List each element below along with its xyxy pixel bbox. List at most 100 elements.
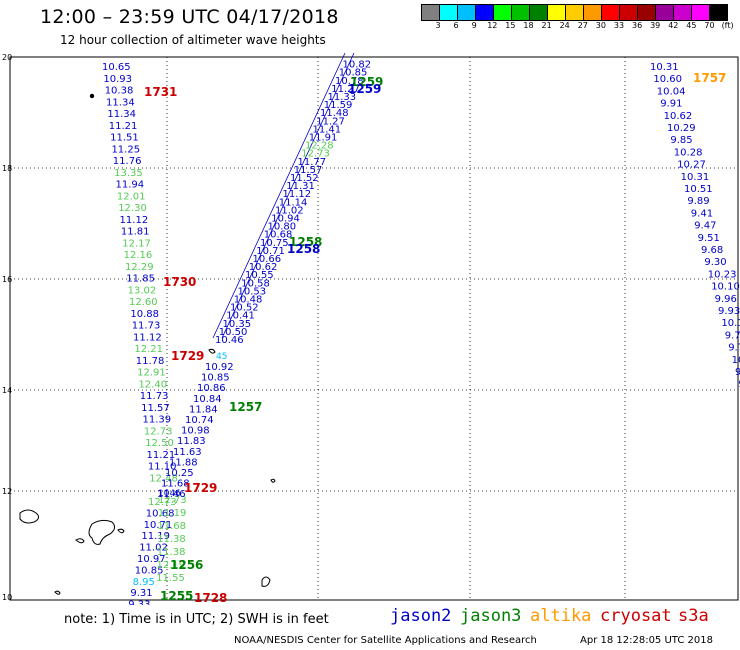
track-layer: 10.6510.9310.3811.3411.3411.2111.5111.25… bbox=[102, 60, 740, 605]
swh-value: 9. bbox=[738, 379, 740, 390]
island-outline bbox=[117, 528, 125, 534]
swh-value: 12.50 bbox=[145, 438, 174, 449]
swh-value: 10.35 bbox=[223, 319, 252, 330]
swh-value: 10.28 bbox=[674, 147, 703, 158]
swh-value: 11.59 bbox=[324, 100, 353, 111]
color-swatch bbox=[709, 4, 728, 21]
color-scale-label: 12 bbox=[487, 21, 498, 30]
color-scale-label: 18 bbox=[523, 21, 534, 30]
swh-value: 11.52 bbox=[290, 173, 319, 184]
swh-value: 10.94 bbox=[271, 214, 300, 225]
swh-value: 9.47 bbox=[694, 221, 716, 232]
swh-value: 11.57 bbox=[141, 403, 170, 414]
swh-value: 11.81 bbox=[121, 227, 150, 238]
pass-time-label: 1730 bbox=[163, 275, 196, 289]
swh-value: 11.63 bbox=[173, 447, 202, 458]
swh-value: 10.75 bbox=[260, 238, 289, 249]
swh-value: 10.84 bbox=[193, 394, 222, 405]
swh-value: 12.01 bbox=[117, 191, 146, 202]
swh-value: 10.48 bbox=[234, 295, 263, 306]
pass-time-label: 1729 bbox=[171, 349, 204, 363]
swh-value: 11.33 bbox=[328, 92, 357, 103]
swh-value: 10.1 bbox=[732, 355, 740, 366]
swh-value: 9.30 bbox=[704, 257, 726, 268]
track-value: 1046 bbox=[158, 489, 181, 499]
color-scale-label: 3 bbox=[435, 21, 441, 30]
diagonal-track-lines bbox=[212, 52, 355, 339]
swh-value: 11.27 bbox=[316, 116, 345, 127]
swh-value: 10.88 bbox=[130, 309, 159, 320]
color-scale-labels: 3 6 9 12 15 18 21 24 27 30 33 36 39 42 45 70 (ft) bbox=[422, 21, 740, 35]
swh-value: 13.02 bbox=[128, 285, 157, 296]
swh-value: 10.85 bbox=[339, 68, 368, 79]
swh-value: 10.93 bbox=[103, 74, 132, 85]
swh-value: 10.58 bbox=[241, 278, 270, 289]
legend-jason2: jason2 bbox=[390, 606, 452, 626]
swh-value: 10.68 bbox=[146, 508, 175, 519]
legend-altika: altika bbox=[530, 606, 592, 626]
swh-value: 11.38 bbox=[157, 547, 186, 558]
lat-label: 12 bbox=[2, 487, 12, 496]
swh-value: 10.60 bbox=[653, 74, 682, 85]
pass-time-label: 1731 bbox=[144, 85, 177, 99]
generation-timestamp: Apr 18 12:28:05 UTC 2018 bbox=[580, 635, 713, 646]
lat-label: 10 bbox=[2, 593, 12, 602]
swh-value: 9.85 bbox=[670, 135, 692, 146]
swh-value: 9.93 bbox=[718, 306, 740, 317]
swh-value: 11.94 bbox=[116, 180, 145, 191]
island-outline bbox=[54, 590, 61, 595]
swh-value: 11.55 bbox=[156, 573, 185, 584]
page-title: 12:00 – 23:59 UTC 04/17/2018 bbox=[40, 6, 339, 28]
lat-label: 20 bbox=[2, 53, 12, 62]
swh-value: 11.25 bbox=[111, 144, 140, 155]
swh-value: 12.60 bbox=[129, 297, 158, 308]
island-outline bbox=[270, 478, 276, 483]
swh-value: 10.66 bbox=[253, 254, 282, 265]
swh-value: 10.68 bbox=[264, 230, 293, 241]
swh-value: 10.78 bbox=[335, 76, 364, 87]
color-scale-label: 6 bbox=[453, 21, 459, 30]
island-outline bbox=[88, 519, 116, 545]
swh-value: 10.52 bbox=[230, 303, 259, 314]
lon-label: 171 bbox=[309, 604, 324, 605]
color-scale-label: (ft) bbox=[721, 21, 734, 30]
swh-value: 10.98 bbox=[181, 426, 210, 437]
swh-value: 11.46 bbox=[157, 489, 186, 500]
pass-time-label: 1728 bbox=[194, 591, 227, 605]
swh-value: 12.73 bbox=[158, 495, 187, 506]
swh-value: 10.53 bbox=[238, 286, 267, 297]
island-outline bbox=[19, 509, 40, 524]
color-scale-label: 9 bbox=[471, 21, 477, 30]
swh-value: 11.51 bbox=[110, 133, 139, 144]
swh-value: 10.80 bbox=[268, 222, 297, 233]
swh-value: 9.7 bbox=[728, 343, 740, 354]
swh-value: 11.34 bbox=[106, 97, 135, 108]
wave-height-map: 20 18 16 14 12 10 165 168 171 174 177 10… bbox=[1, 52, 740, 605]
island-outline bbox=[208, 348, 216, 354]
color-scale-label: 36 bbox=[632, 21, 643, 30]
swh-value: 12.48 bbox=[149, 473, 178, 484]
swh-value: 10.50 bbox=[219, 327, 248, 338]
swh-value: 10.18 bbox=[721, 318, 740, 329]
lat-label: 14 bbox=[2, 386, 12, 395]
swh-value: 10.85 bbox=[135, 565, 164, 576]
swh-value: 10.04 bbox=[657, 86, 686, 97]
lat-label: 16 bbox=[2, 275, 12, 284]
swh-value: 10.62 bbox=[664, 111, 693, 122]
swh-value: 10.10 bbox=[711, 282, 740, 293]
swh-value: 9. bbox=[735, 367, 740, 378]
swh-value: 13.35 bbox=[114, 168, 143, 179]
pass-time-label: 1757 bbox=[693, 71, 726, 85]
swh-value: 10.46 bbox=[215, 335, 244, 346]
color-scale-label: 42 bbox=[668, 21, 679, 30]
swh-value: 11.19 bbox=[141, 531, 170, 542]
swh-value: 11.10 bbox=[148, 462, 177, 473]
island-marker bbox=[89, 93, 95, 99]
swh-value: 11.73 bbox=[140, 391, 169, 402]
swh-value: 9.41 bbox=[691, 208, 713, 219]
swh-value: 11.14 bbox=[279, 197, 308, 208]
swh-value: 10.71 bbox=[256, 246, 285, 257]
color-scale-label: 70 bbox=[704, 21, 715, 30]
swh-value: 11.76 bbox=[113, 156, 142, 167]
pass-time-label: 1258 bbox=[287, 242, 320, 256]
